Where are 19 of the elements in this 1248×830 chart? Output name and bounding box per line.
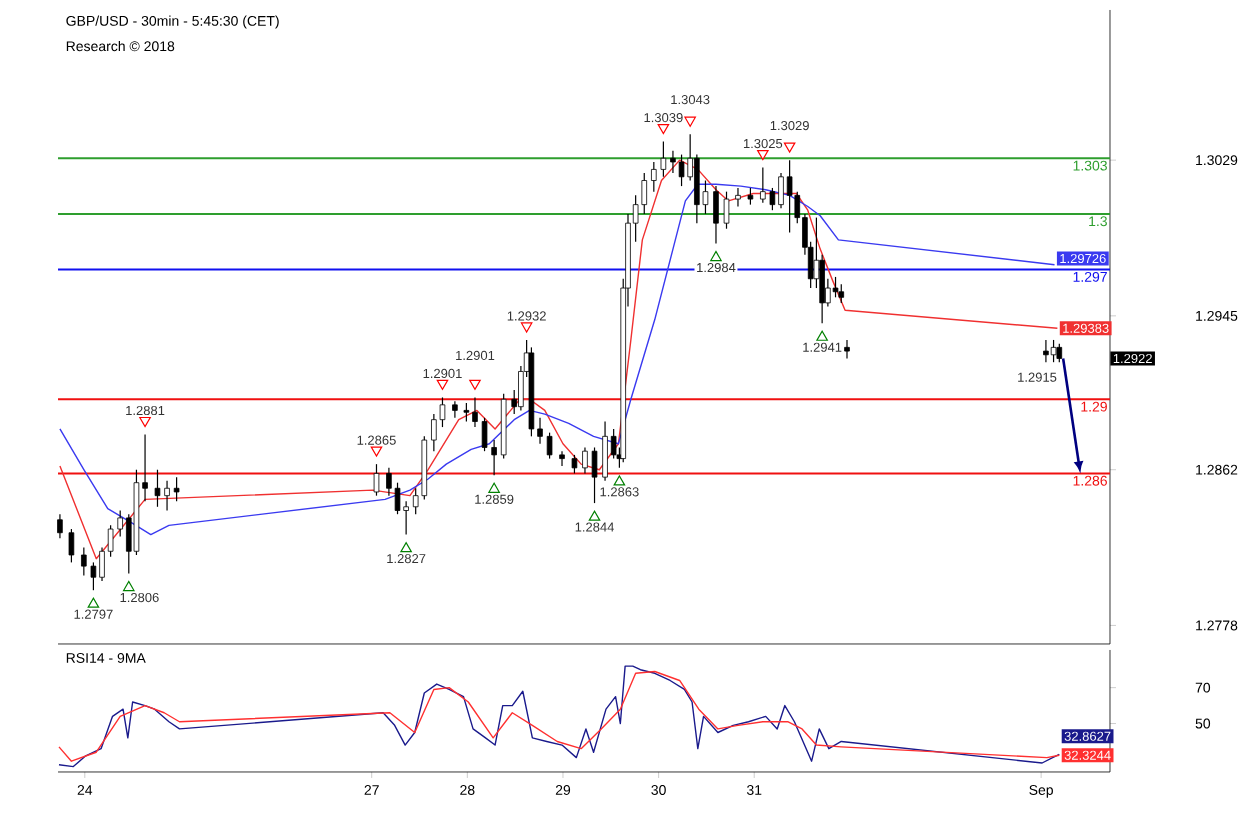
- candlestick: [452, 400, 458, 419]
- candlestick: [571, 454, 578, 475]
- candlestick: [1043, 339, 1049, 363]
- candlestick: [1056, 343, 1063, 363]
- candlestick: [838, 283, 845, 304]
- candlestick: [678, 153, 685, 187]
- candlestick: [559, 450, 565, 467]
- candlestick: [713, 185, 719, 245]
- candlestick: [832, 276, 839, 298]
- candlestick: [68, 528, 75, 564]
- candlestick: [173, 476, 180, 502]
- candlestick: [373, 463, 380, 497]
- candlestick: [844, 339, 850, 360]
- candlestick: [57, 513, 63, 539]
- candlestick: [546, 432, 553, 460]
- candlestick: [786, 159, 793, 234]
- candlestick: [723, 191, 730, 230]
- candlestick: [735, 187, 741, 208]
- candlestick: [463, 402, 470, 423]
